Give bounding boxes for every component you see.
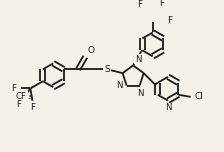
Text: F: F bbox=[30, 103, 35, 112]
Text: F: F bbox=[16, 100, 21, 109]
Text: F: F bbox=[137, 0, 142, 9]
Text: CF: CF bbox=[16, 92, 27, 101]
Text: 3: 3 bbox=[28, 95, 32, 100]
Text: N: N bbox=[135, 55, 141, 64]
Text: O: O bbox=[87, 46, 94, 55]
Text: N: N bbox=[137, 89, 144, 98]
Text: N: N bbox=[116, 81, 122, 90]
Text: F: F bbox=[11, 84, 16, 93]
Text: S: S bbox=[104, 65, 110, 74]
Text: F: F bbox=[159, 0, 164, 8]
Text: F: F bbox=[168, 16, 172, 25]
Text: N: N bbox=[165, 103, 171, 112]
Text: Cl: Cl bbox=[194, 92, 203, 101]
